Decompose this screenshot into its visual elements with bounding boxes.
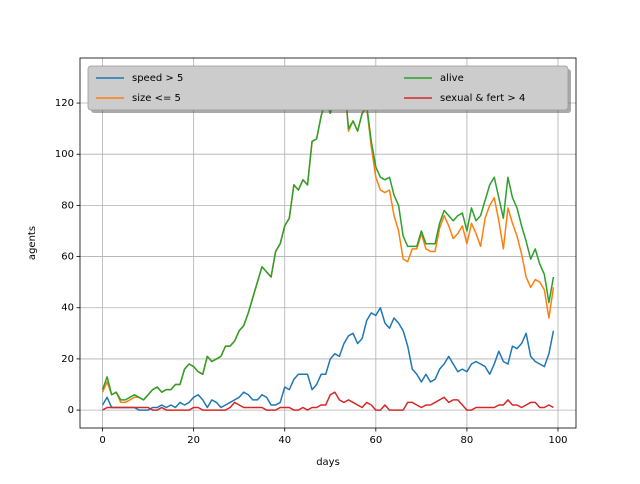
- x-tick-label: 0: [99, 435, 105, 446]
- y-tick-label: 0: [68, 405, 74, 416]
- plot-frame: [79, 57, 577, 429]
- y-axis-label: agents: [27, 226, 38, 260]
- y-tick-label: 20: [61, 354, 74, 365]
- y-tick-label: 40: [61, 303, 74, 314]
- y-tick-label: 80: [61, 200, 74, 211]
- y-tick-label: 60: [61, 252, 74, 263]
- x-tick-label: 80: [461, 435, 474, 446]
- x-tick-label: 20: [187, 435, 200, 446]
- series-line: [102, 391, 554, 411]
- legend-label: sexual & fert > 4: [440, 93, 525, 104]
- x-tick-label: 40: [278, 435, 291, 446]
- x-axis-label: days: [316, 457, 340, 468]
- legend-label: speed > 5: [132, 73, 183, 84]
- series-line: [101, 306, 555, 411]
- legend-label: size <= 5: [132, 93, 181, 104]
- legend-box: [87, 65, 569, 111]
- x-tick-label: 100: [548, 435, 567, 446]
- legend-label: alive: [440, 73, 464, 84]
- x-tick-label: 60: [369, 435, 382, 446]
- y-tick-label: 120: [55, 98, 74, 109]
- y-tick-label: 100: [55, 149, 74, 160]
